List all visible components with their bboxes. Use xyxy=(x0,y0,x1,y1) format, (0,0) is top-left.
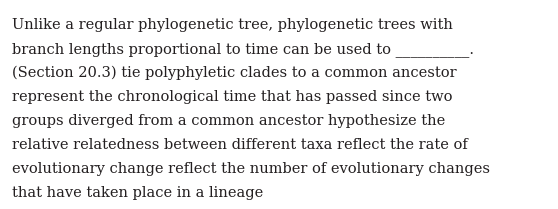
Text: that have taken place in a lineage: that have taken place in a lineage xyxy=(12,186,263,200)
Text: Unlike a regular phylogenetic tree, phylogenetic trees with: Unlike a regular phylogenetic tree, phyl… xyxy=(12,18,453,32)
Text: represent the chronological time that has passed since two: represent the chronological time that ha… xyxy=(12,90,453,104)
Text: relative relatedness between different taxa reflect the rate of: relative relatedness between different t… xyxy=(12,138,468,152)
Text: groups diverged from a common ancestor hypothesize the: groups diverged from a common ancestor h… xyxy=(12,114,445,128)
Text: branch lengths proportional to time can be used to __________.: branch lengths proportional to time can … xyxy=(12,42,474,57)
Text: evolutionary change reflect the number of evolutionary changes: evolutionary change reflect the number o… xyxy=(12,162,490,176)
Text: (Section 20.3) tie polyphyletic clades to a common ancestor: (Section 20.3) tie polyphyletic clades t… xyxy=(12,66,456,80)
